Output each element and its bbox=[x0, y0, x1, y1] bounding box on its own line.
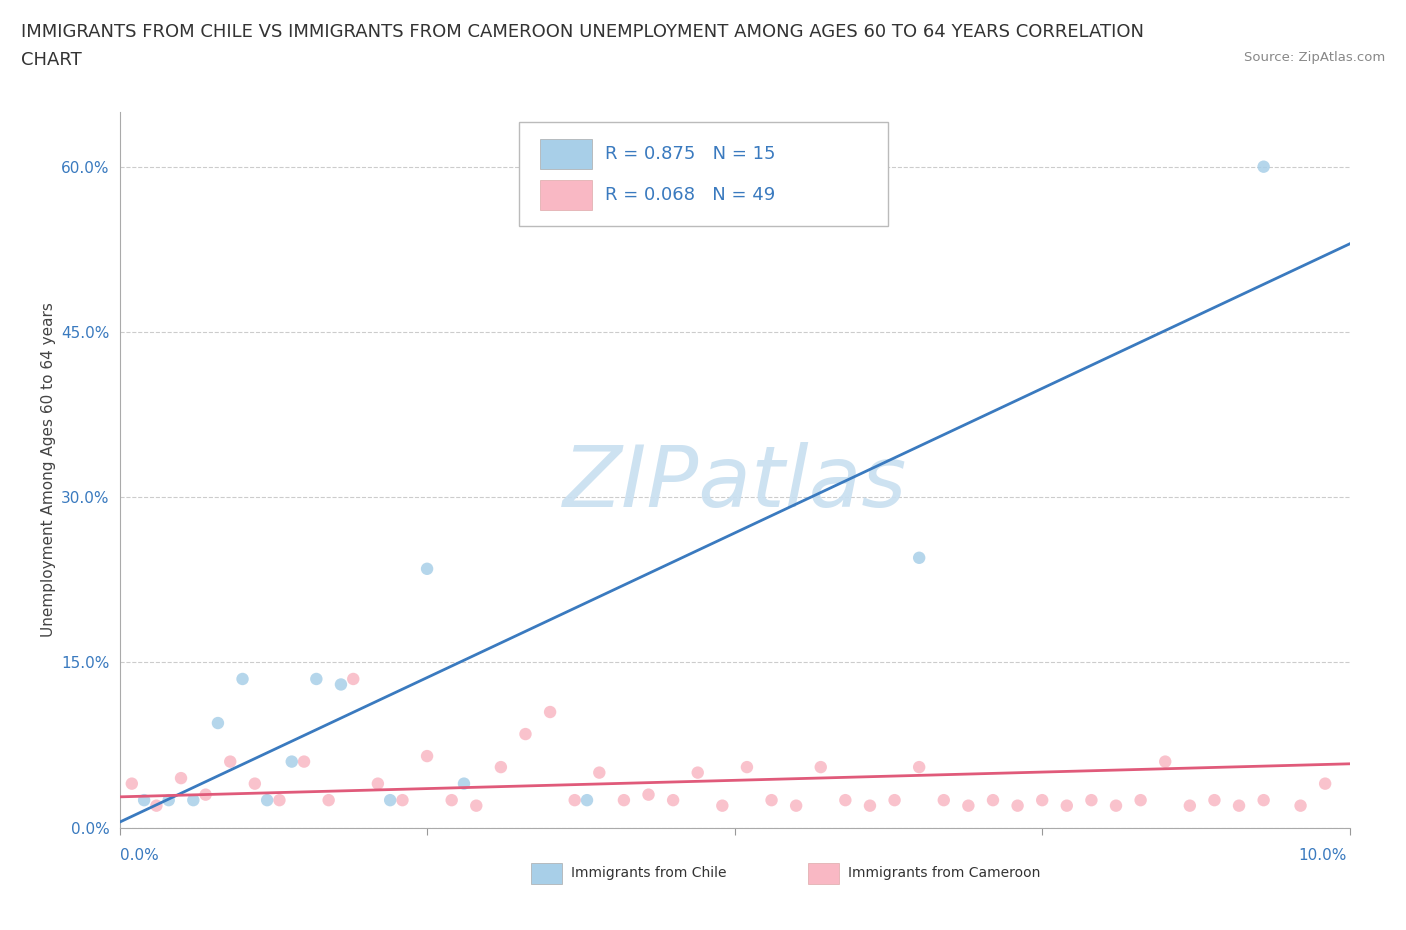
Point bbox=[243, 777, 266, 791]
Point bbox=[1007, 798, 1029, 813]
Point bbox=[465, 798, 488, 813]
FancyBboxPatch shape bbox=[519, 123, 889, 226]
FancyBboxPatch shape bbox=[531, 863, 562, 884]
Point bbox=[329, 677, 352, 692]
Point bbox=[145, 798, 167, 813]
Point bbox=[1289, 798, 1312, 813]
Point bbox=[231, 671, 254, 686]
Point bbox=[121, 777, 143, 791]
Text: 10.0%: 10.0% bbox=[1299, 848, 1347, 863]
Point bbox=[281, 754, 304, 769]
Point bbox=[883, 792, 905, 807]
Point bbox=[1253, 159, 1275, 174]
Point bbox=[1080, 792, 1102, 807]
Point bbox=[342, 671, 364, 686]
Point bbox=[416, 749, 439, 764]
Point bbox=[588, 765, 610, 780]
Text: ZIPatlas: ZIPatlas bbox=[562, 443, 907, 525]
Point bbox=[453, 777, 475, 791]
Point bbox=[957, 798, 980, 813]
FancyBboxPatch shape bbox=[808, 863, 839, 884]
Point bbox=[613, 792, 636, 807]
Point bbox=[440, 792, 463, 807]
Point bbox=[157, 792, 180, 807]
Point bbox=[318, 792, 340, 807]
Point bbox=[834, 792, 856, 807]
Point bbox=[735, 760, 758, 775]
Point bbox=[1313, 777, 1336, 791]
Point bbox=[1031, 792, 1053, 807]
Point bbox=[219, 754, 242, 769]
Point bbox=[1204, 792, 1226, 807]
Point bbox=[564, 792, 586, 807]
FancyBboxPatch shape bbox=[540, 139, 592, 169]
Point bbox=[367, 777, 389, 791]
Point bbox=[810, 760, 832, 775]
Text: CHART: CHART bbox=[21, 51, 82, 69]
Point bbox=[662, 792, 685, 807]
Text: Immigrants from Cameroon: Immigrants from Cameroon bbox=[848, 866, 1040, 881]
Point bbox=[1253, 792, 1275, 807]
Point bbox=[489, 760, 512, 775]
Point bbox=[1056, 798, 1078, 813]
Text: R = 0.068   N = 49: R = 0.068 N = 49 bbox=[606, 186, 776, 204]
Point bbox=[1227, 798, 1250, 813]
Point bbox=[207, 715, 229, 730]
Text: Source: ZipAtlas.com: Source: ZipAtlas.com bbox=[1244, 51, 1385, 64]
Text: Immigrants from Chile: Immigrants from Chile bbox=[571, 866, 727, 881]
Point bbox=[1154, 754, 1177, 769]
Point bbox=[859, 798, 882, 813]
Point bbox=[292, 754, 315, 769]
Point bbox=[194, 787, 217, 802]
FancyBboxPatch shape bbox=[540, 179, 592, 209]
Point bbox=[391, 792, 413, 807]
Point bbox=[785, 798, 807, 813]
Point bbox=[132, 792, 156, 807]
Point bbox=[576, 792, 599, 807]
Point bbox=[711, 798, 734, 813]
Point bbox=[932, 792, 955, 807]
Text: IMMIGRANTS FROM CHILE VS IMMIGRANTS FROM CAMEROON UNEMPLOYMENT AMONG AGES 60 TO : IMMIGRANTS FROM CHILE VS IMMIGRANTS FROM… bbox=[21, 23, 1144, 41]
Point bbox=[1105, 798, 1128, 813]
Point bbox=[637, 787, 659, 802]
Point bbox=[761, 792, 783, 807]
Point bbox=[515, 726, 537, 741]
Point bbox=[416, 562, 439, 577]
Point bbox=[981, 792, 1004, 807]
Point bbox=[378, 792, 402, 807]
Text: R = 0.875   N = 15: R = 0.875 N = 15 bbox=[606, 145, 776, 163]
Point bbox=[256, 792, 278, 807]
Point bbox=[1178, 798, 1201, 813]
Text: 0.0%: 0.0% bbox=[120, 848, 159, 863]
Point bbox=[908, 760, 931, 775]
Point bbox=[170, 771, 193, 786]
Point bbox=[1129, 792, 1152, 807]
Point bbox=[305, 671, 328, 686]
Point bbox=[908, 551, 931, 565]
Point bbox=[269, 792, 291, 807]
Y-axis label: Unemployment Among Ages 60 to 64 years: Unemployment Among Ages 60 to 64 years bbox=[41, 302, 56, 637]
Point bbox=[538, 705, 561, 720]
Point bbox=[686, 765, 709, 780]
Point bbox=[183, 792, 205, 807]
